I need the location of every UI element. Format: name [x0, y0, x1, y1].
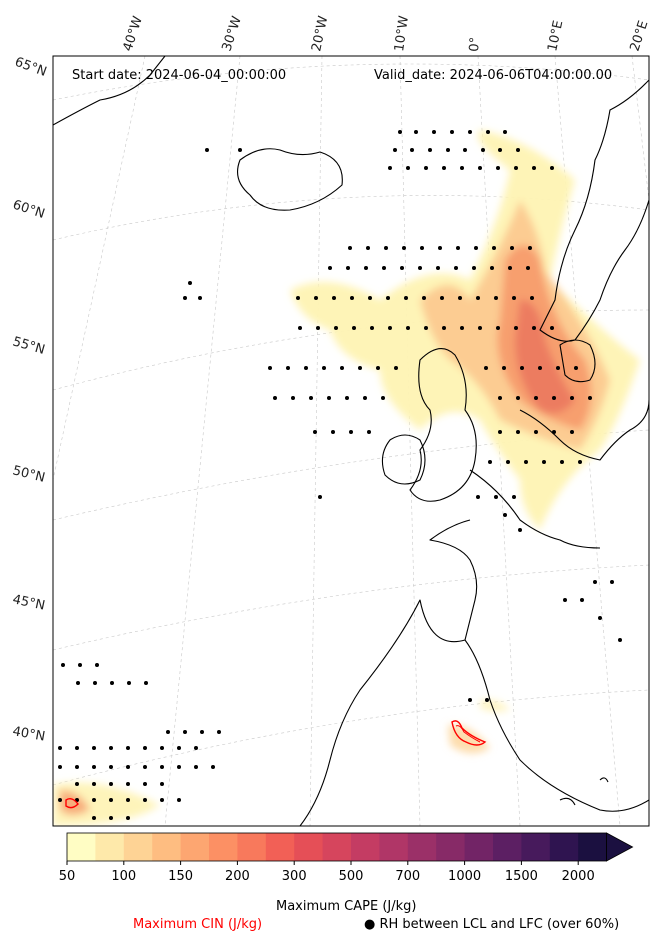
lon-label: 20°E — [628, 19, 652, 53]
colorbar-tick-label: 100 — [111, 869, 136, 884]
lat-label: 45°N — [11, 592, 46, 613]
lon-label: 40°W — [121, 14, 146, 53]
lat-label: 55°N — [11, 334, 47, 357]
colorbar-segment — [464, 833, 494, 861]
rh-dots — [58, 130, 622, 820]
cin-legend-label: Maximum CIN (J/kg) — [133, 917, 263, 932]
denmark-coast — [559, 339, 596, 383]
colorbar-segment — [493, 833, 522, 861]
colorbar-tick-label: 2000 — [562, 869, 595, 884]
map-frame — [52, 55, 650, 827]
lon-label: 20°W — [309, 14, 331, 52]
colorbar-segment — [180, 833, 210, 861]
graticule — [53, 56, 649, 826]
lon-label: 10°E — [545, 19, 566, 53]
colorbar-extend-arrow — [606, 832, 634, 862]
ireland-coast — [381, 434, 426, 485]
colorbar-segment — [294, 833, 324, 861]
colorbar-ticks: 50 100 150 200 300 500 700 1000 1500 2000 — [59, 861, 595, 884]
start-date: Start date: 2024-06-04_00:00:00 — [72, 68, 286, 83]
valid-date: Valid_date: 2024-06-06T04:00:00.00 — [374, 68, 612, 83]
netherlands-coast — [519, 399, 649, 461]
lat-label: 40°N — [11, 724, 46, 744]
france-north-coast — [469, 469, 601, 549]
colorbar-segment — [95, 833, 125, 861]
colorbar-segment — [436, 833, 466, 861]
colorbar-segment — [209, 833, 238, 861]
colorbar-segment — [407, 833, 437, 861]
iceland-coast — [237, 148, 343, 211]
france-west-coast — [429, 519, 478, 641]
latitude-labels: 65°N 60°N 55°N 50°N 45°N 40°N — [11, 55, 49, 745]
colorbar-outline — [66, 832, 607, 862]
colorbar-segment — [67, 833, 96, 861]
colorbar-tick-label: 200 — [225, 869, 250, 884]
iberia-coast — [299, 599, 649, 826]
coastlines — [53, 56, 649, 826]
great-britain-coast — [409, 348, 477, 502]
cape-field — [53, 130, 640, 826]
colorbar-tick-label: 500 — [339, 869, 364, 884]
colorbar-segment — [322, 833, 352, 861]
cin-contour — [65, 720, 487, 809]
colorbar-segment — [123, 833, 153, 861]
colorbar-segment — [152, 833, 182, 861]
norway-coast — [539, 79, 649, 342]
lon-label: 10°W — [392, 15, 412, 53]
greenland-coast — [53, 56, 166, 126]
lon-label: 30°W — [220, 14, 245, 53]
colorbar-segment — [265, 833, 295, 861]
colorbar-segment — [351, 833, 380, 861]
colorbar-label: Maximum CAPE (J/kg) — [276, 899, 417, 914]
map-area — [53, 56, 649, 826]
colorbar-segment — [521, 833, 551, 861]
colorbar-segment — [549, 833, 579, 861]
med-islands — [559, 777, 609, 806]
lat-label: 60°N — [11, 198, 47, 222]
rh-legend-label: ● RH between LCL and LFC (over 60%) — [364, 917, 620, 932]
lat-label: 50°N — [11, 463, 46, 485]
colorbar-tick-label: 1500 — [505, 869, 538, 884]
colorbar-tick-label: 700 — [395, 869, 420, 884]
colorbar-segment — [578, 833, 608, 861]
colorbar-tick-label: 150 — [168, 869, 193, 884]
longitude-labels: 40°W 30°W 20°W 10°W 0° 10°E 20°E — [121, 14, 652, 53]
colorbar-segment — [379, 833, 409, 861]
colorbar-tick-label: 50 — [59, 869, 76, 884]
lat-label: 65°N — [13, 55, 49, 80]
colorbar-tick-label: 300 — [282, 869, 307, 884]
colorbar-segment — [237, 833, 267, 861]
colorbar — [66, 832, 634, 862]
colorbar-tick-label: 1000 — [448, 869, 481, 884]
lon-label: 0° — [467, 36, 483, 52]
